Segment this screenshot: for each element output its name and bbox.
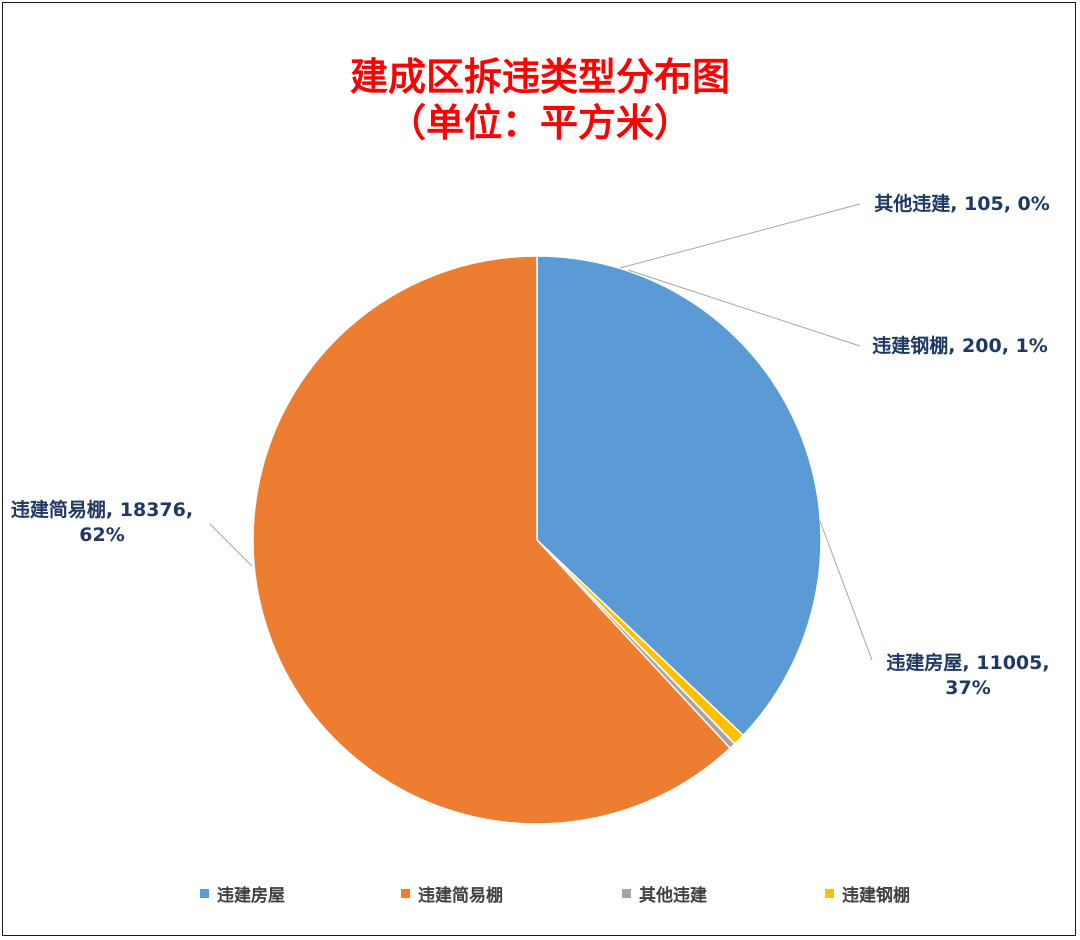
leader-line-0	[819, 520, 873, 661]
leader-line-2	[619, 203, 861, 269]
data-label-2-line-0: 其他违建, 105, 0%	[874, 192, 1050, 215]
legend: 违建房屋 违建简易棚 其他违建 违建钢棚	[0, 881, 1080, 906]
pie-slice-1	[252, 255, 732, 825]
pie-slices	[252, 255, 822, 825]
data-label-0-line-0: 违建房屋, 11005,	[886, 651, 1049, 674]
data-label-1-line-0: 违建简易棚, 18376,	[11, 498, 193, 521]
data-label-1-line-1: 62%	[79, 524, 124, 546]
leader-line-1	[209, 523, 253, 567]
legend-label-3: 违建钢棚	[842, 885, 910, 906]
chart-title: 建成区拆违类型分布图	[349, 55, 730, 99]
leader-line-3	[627, 269, 861, 347]
legend-item-0: 违建房屋	[200, 881, 285, 906]
data-labels: 违建房屋, 11005, 37% 违建简易棚, 18376, 62% 其他违建, 105…	[11, 192, 1050, 699]
legend-swatch-3	[825, 888, 834, 898]
leader-lines	[209, 203, 873, 661]
legend-item-1: 违建简易棚	[401, 881, 503, 906]
chart-subtitle: （单位：平方米）	[387, 101, 692, 145]
data-label-0-line-1: 37%	[945, 677, 990, 699]
legend-swatch-1	[401, 888, 410, 898]
legend-label-1: 违建简易棚	[418, 885, 503, 906]
legend-item-3: 违建钢棚	[825, 881, 910, 906]
legend-swatch-0	[200, 888, 209, 898]
pie-slice-0	[536, 255, 822, 737]
legend-swatch-2	[622, 888, 631, 898]
legend-label-0: 违建房屋	[217, 885, 285, 906]
data-label-3-line-0: 违建钢棚, 200, 1%	[872, 334, 1048, 357]
legend-item-2: 其他违建	[622, 881, 707, 906]
legend-label-2: 其他违建	[639, 885, 707, 906]
